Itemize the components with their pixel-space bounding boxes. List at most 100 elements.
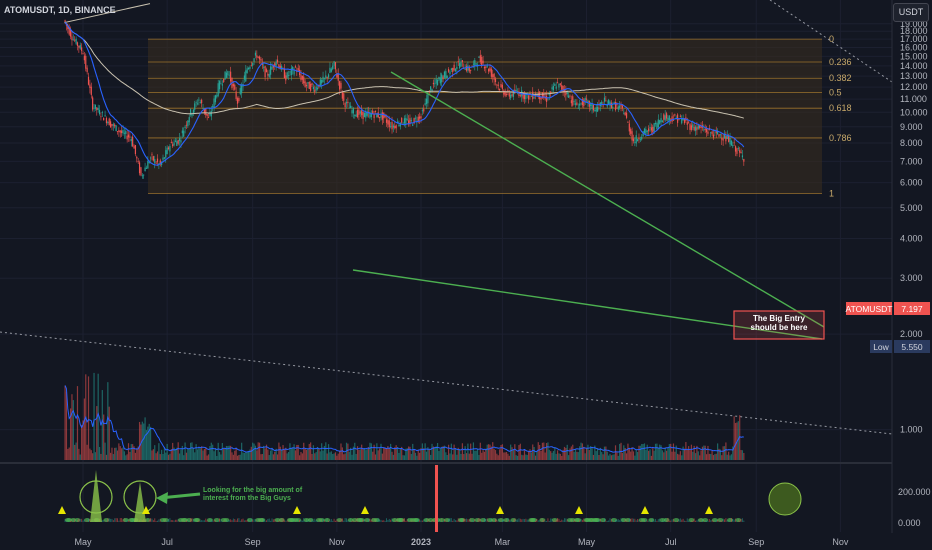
volume-bar xyxy=(612,454,614,460)
volume-bar xyxy=(648,450,650,460)
volume-bar xyxy=(250,446,252,460)
candle-body xyxy=(436,79,439,86)
volume-bar xyxy=(93,372,95,460)
candle-body xyxy=(445,71,447,78)
volume-bar xyxy=(573,451,575,460)
candle-body xyxy=(365,112,367,118)
volume-bar xyxy=(249,449,251,460)
osc-bar xyxy=(210,519,212,522)
osc-bar xyxy=(245,520,247,522)
candle-body xyxy=(522,93,524,99)
volume-bar xyxy=(339,450,341,460)
osc-bar xyxy=(379,519,381,522)
wedge-lower-line[interactable] xyxy=(352,269,823,340)
volume-bar xyxy=(490,446,492,460)
volume-bar xyxy=(210,442,212,460)
osc-spike xyxy=(134,482,146,522)
volume-bar xyxy=(75,442,77,460)
volume-bar xyxy=(548,449,550,460)
volume-bar xyxy=(661,450,664,460)
volume-bar xyxy=(486,444,488,460)
osc-bar xyxy=(126,519,128,522)
volume-bar xyxy=(592,454,595,460)
volume-bar xyxy=(399,448,401,460)
volume-bar xyxy=(236,455,239,460)
osc-bar xyxy=(340,518,342,522)
candle-body xyxy=(665,113,668,119)
candle-body xyxy=(366,111,368,116)
osc-bar xyxy=(128,520,130,522)
volume-bar xyxy=(587,444,589,460)
volume-bar xyxy=(723,446,726,460)
volume-bar xyxy=(427,447,429,460)
volume-bar xyxy=(221,443,223,460)
volume-bar xyxy=(330,451,332,460)
volume-bar xyxy=(689,450,691,460)
volume-bar xyxy=(195,444,197,460)
candle-body xyxy=(544,97,546,99)
volume-bar xyxy=(347,443,349,460)
volume-bar xyxy=(228,445,230,460)
volume-bar xyxy=(430,454,432,460)
candle-body xyxy=(78,45,80,48)
volume-bar xyxy=(409,446,411,460)
osc-bar xyxy=(330,518,332,522)
volume-bar xyxy=(634,455,636,460)
volume-bar xyxy=(300,451,302,460)
osc-dot xyxy=(246,518,253,522)
candle-body xyxy=(443,71,446,78)
candle-body xyxy=(90,86,92,95)
candle-body xyxy=(710,132,712,134)
osc-bar xyxy=(344,518,346,522)
osc-bar xyxy=(363,519,365,522)
volume-bar xyxy=(652,448,654,460)
signal-triangle xyxy=(361,506,369,514)
volume-bar xyxy=(559,453,561,460)
volume-bar xyxy=(180,449,182,460)
candle-body xyxy=(421,110,423,112)
osc-bar xyxy=(741,518,743,522)
osc-bar xyxy=(343,520,345,522)
candle-body xyxy=(723,134,726,139)
price-axis[interactable]: 19.00018.00017.00016.00015.00014.00013.0… xyxy=(900,19,928,435)
volume-bar xyxy=(316,446,319,460)
candle-body xyxy=(566,91,568,95)
time-axis[interactable]: May Jul Sep Nov 2023 Mar May Jul Sep Nov xyxy=(74,537,848,547)
candle-body xyxy=(543,93,545,98)
interest-circle xyxy=(79,480,113,514)
volume-bar xyxy=(126,454,128,460)
big-entry-box[interactable] xyxy=(733,310,825,340)
osc-bar xyxy=(380,519,382,522)
candle-body xyxy=(391,121,393,130)
candle-body xyxy=(321,80,323,84)
candle-body xyxy=(147,160,149,169)
candle-body xyxy=(315,86,317,91)
candle-body xyxy=(301,75,303,80)
osc-dot xyxy=(194,518,201,522)
candle-body xyxy=(67,24,69,30)
candle-body xyxy=(198,99,200,101)
candle-body xyxy=(715,131,717,134)
osc-dot xyxy=(575,518,582,522)
osc-bar xyxy=(272,519,274,522)
volume-bar xyxy=(544,452,546,460)
symbol-title[interactable]: ATOMUSDT, 1D, BINANCE xyxy=(4,5,116,15)
wedge-upper-line[interactable] xyxy=(390,71,825,328)
candle-body xyxy=(643,128,646,134)
candle-body xyxy=(174,140,177,142)
signal-triangle xyxy=(575,506,583,514)
candle-body xyxy=(361,110,363,116)
osc-bar xyxy=(166,520,168,522)
currency-unit-button[interactable]: USDT xyxy=(893,3,929,22)
volume-bar xyxy=(354,442,356,460)
osc-bar xyxy=(420,520,422,522)
volume-bar xyxy=(246,451,248,460)
volume-bar xyxy=(394,447,396,460)
volume-bar xyxy=(290,447,292,460)
candle-body xyxy=(632,138,635,142)
volume-bar xyxy=(510,444,512,460)
oscillator-axis[interactable]: 200.000 0.000 xyxy=(898,487,931,528)
volume-bar xyxy=(482,450,484,460)
volume-bar xyxy=(580,442,582,460)
